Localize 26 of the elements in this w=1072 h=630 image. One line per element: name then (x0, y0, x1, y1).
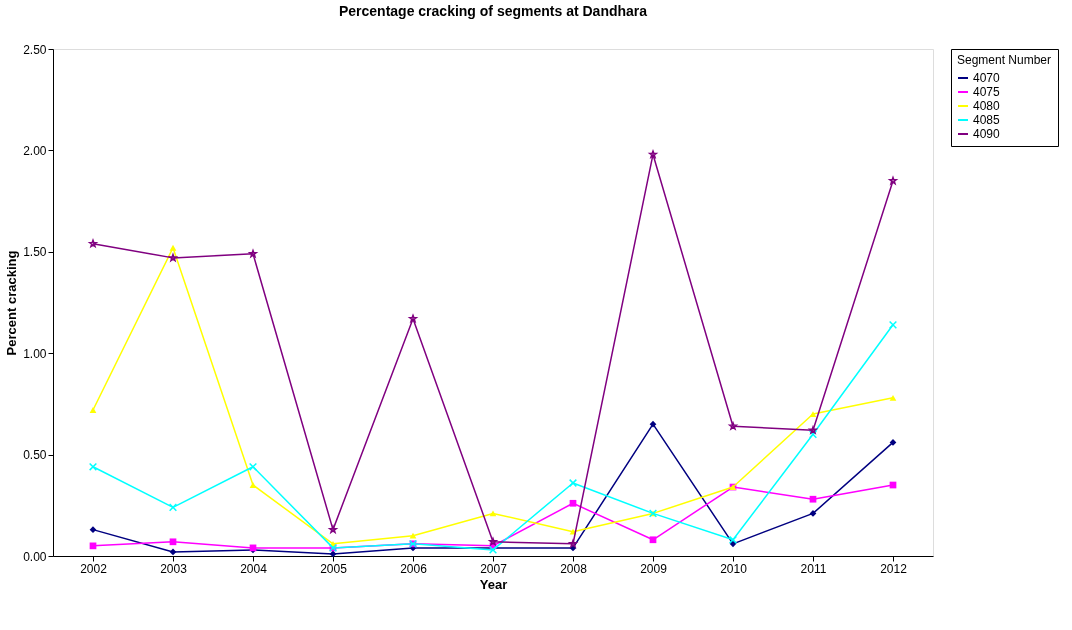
y-tick-label: 2.00 (23, 143, 47, 158)
legend-label: 4070 (973, 71, 1001, 85)
legend-label: 4075 (973, 85, 1001, 99)
x-tick-label: 2004 (240, 561, 268, 576)
x-tick-label: 2009 (640, 561, 668, 576)
x-axis-title: Year (479, 576, 508, 592)
legend-title: Segment Number (957, 53, 1052, 67)
x-tick-label: 2005 (320, 561, 348, 576)
y-tick-label: 1.50 (23, 245, 47, 260)
x-tick-label: 2002 (80, 561, 108, 576)
y-tick-label: 0.00 (23, 549, 47, 564)
chart-title: Percentage cracking of segments at Dandhara (338, 3, 648, 19)
x-tick-label: 2011 (800, 561, 827, 576)
y-tick-label: 0.50 (23, 448, 47, 463)
x-tick-label: 2010 (720, 561, 748, 576)
legend-label: 4080 (973, 99, 1001, 113)
x-tick-label: 2006 (400, 561, 428, 576)
x-tick-label: 2003 (160, 561, 188, 576)
legend-label: 4085 (973, 113, 1001, 127)
y-tick-label: 2.50 (23, 42, 47, 57)
x-tick-label: 2007 (480, 561, 508, 576)
y-axis-title: Percent cracking (4, 250, 20, 356)
legend-label: 4090 (973, 127, 1001, 141)
y-tick-label: 1.00 (23, 346, 47, 361)
x-tick-label: 2008 (560, 561, 588, 576)
x-tick-label: 2012 (880, 561, 908, 576)
